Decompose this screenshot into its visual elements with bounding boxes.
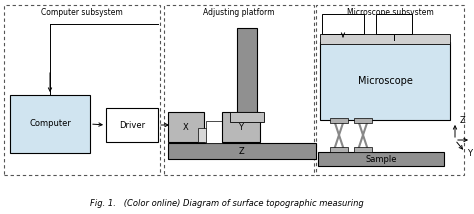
Bar bbox=[168, 143, 316, 159]
Bar bbox=[320, 42, 450, 120]
Text: source: source bbox=[383, 25, 405, 31]
Text: X: X bbox=[183, 122, 189, 131]
Bar bbox=[320, 34, 450, 44]
Bar bbox=[106, 108, 158, 142]
Text: Light: Light bbox=[386, 18, 402, 24]
Text: Z: Z bbox=[239, 147, 245, 156]
Bar bbox=[164, 5, 314, 175]
Bar bbox=[10, 95, 90, 153]
Bar bbox=[237, 28, 257, 112]
Text: Y: Y bbox=[238, 122, 244, 131]
Bar bbox=[168, 112, 204, 142]
Bar bbox=[330, 147, 348, 152]
Text: Driver: Driver bbox=[119, 120, 145, 129]
Text: camera: camera bbox=[330, 25, 356, 31]
Text: Microscope subsystem: Microscope subsystem bbox=[346, 7, 433, 16]
Bar bbox=[354, 147, 372, 152]
Bar bbox=[322, 14, 364, 34]
Bar bbox=[206, 121, 222, 143]
Bar bbox=[330, 118, 348, 123]
Bar bbox=[230, 112, 264, 122]
Text: Computer: Computer bbox=[29, 119, 71, 128]
Bar bbox=[4, 5, 160, 175]
Bar bbox=[376, 14, 412, 34]
Bar bbox=[222, 112, 260, 142]
Text: Adjusting platform: Adjusting platform bbox=[203, 7, 275, 16]
Text: Computer subsystem: Computer subsystem bbox=[41, 7, 123, 16]
Text: Microscope: Microscope bbox=[357, 76, 412, 86]
Bar bbox=[198, 128, 210, 142]
Bar bbox=[318, 152, 444, 166]
Text: Z: Z bbox=[460, 116, 466, 125]
Text: CCD: CCD bbox=[336, 18, 350, 24]
Bar bbox=[354, 118, 372, 123]
Text: Y: Y bbox=[467, 150, 472, 159]
Text: Fig. 1.   (Color online) Diagram of surface topographic measuring: Fig. 1. (Color online) Diagram of surfac… bbox=[90, 199, 364, 208]
Text: Sample: Sample bbox=[365, 155, 397, 163]
Bar bbox=[316, 5, 464, 175]
